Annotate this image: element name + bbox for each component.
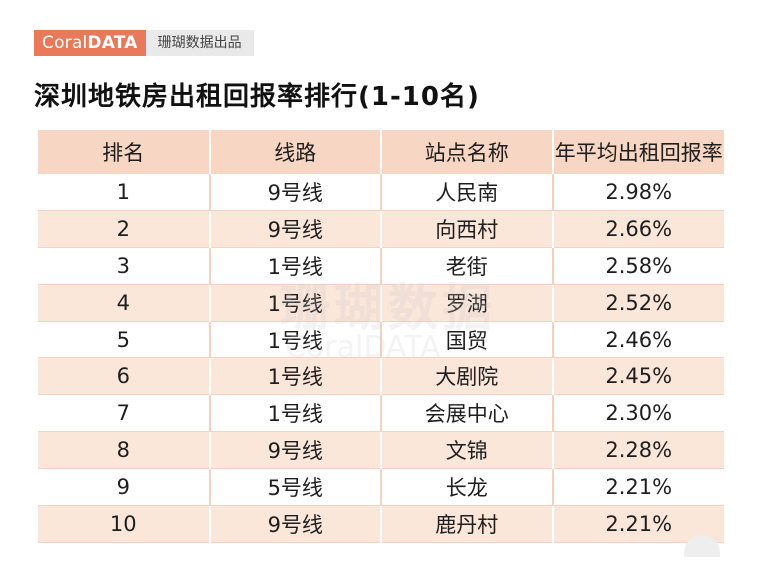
header-station: 站点名称 (381, 130, 554, 174)
line-cell: 9号线 (209, 210, 382, 248)
logo-text-light: Coral (42, 33, 88, 53)
rank-cell: 2 (38, 210, 211, 248)
line-cell: 1号线 (209, 357, 382, 395)
header-line: 线路 (209, 130, 382, 174)
line-cell: 9号线 (209, 174, 382, 211)
table-row: 4 1号线 罗湖 2.52% (38, 284, 724, 322)
station-cell: 向西村 (381, 210, 554, 248)
yield-cell: 2.30% (605, 401, 673, 426)
table-row: 7 1号线 会展中心 2.30% (38, 394, 724, 432)
yield-cell: 2.52% (605, 290, 673, 315)
table-body: 1 9号线 人民南 2.98% 2 9号线 向西村 2.66% 3 1号线 老街 2.58% 4 1号线罗… (38, 174, 724, 543)
table-row: 5 1号线 国贸 2.46% (38, 321, 724, 358)
logo-text-bold: DATA (87, 33, 138, 53)
page-title: 深圳地铁房出租回报率排行(1-10名) (34, 82, 480, 112)
table-row: 6 1号线 大剧院 2.45% (38, 357, 724, 395)
yield-cell: 2.66% (605, 216, 673, 241)
rank-cell: 3 (38, 247, 211, 285)
line-cell: 9号线 (209, 505, 382, 543)
corner-badge-icon (684, 535, 720, 557)
station-cell: 人民南 (381, 174, 554, 211)
table-row: 9 5号线 长龙 2.21% (38, 468, 724, 506)
line-cell: 1号线 (209, 321, 382, 358)
brand-badge: CoralDATA 珊瑚数据出品 (34, 30, 254, 56)
table-row: 10 9号线 鹿丹村 2.21% (38, 505, 724, 543)
table-row: 3 1号线 老街 2.58% (38, 247, 724, 285)
header-yield: 年平均出租回报率 (554, 141, 723, 165)
brand-subtitle: 珊瑚数据出品 (145, 30, 254, 56)
rank-cell: 8 (38, 431, 211, 469)
yield-cell: 2.98% (605, 179, 673, 204)
rank-cell: 6 (38, 357, 211, 395)
yield-cell: 2.46% (605, 327, 673, 352)
rank-cell: 9 (38, 468, 211, 506)
yield-cell: 2.58% (605, 253, 673, 278)
line-cell: 1号线 (209, 394, 382, 432)
line-cell: 9号线 (209, 431, 382, 469)
station-cell: 老街 (381, 247, 554, 285)
line-cell: 1号线 (209, 247, 382, 285)
ranking-table: 排名 线路 站点名称 年平均出租回报率 1 9号线 人民南 2.98% 2 9号线 向西村 2… (38, 130, 724, 543)
table-header-row: 排名 线路 站点名称 年平均出租回报率 (38, 130, 724, 174)
table-row: 2 9号线 向西村 2.66% (38, 210, 724, 248)
line-cell: 1号线 (209, 284, 382, 322)
yield-cell: 2.21% (605, 511, 673, 536)
rank-cell: 1 (38, 174, 211, 211)
table-row: 1 9号线 人民南 2.98% (38, 174, 724, 211)
yield-cell: 2.21% (605, 475, 673, 500)
station-cell: 罗湖 (381, 284, 554, 322)
station-cell: 会展中心 (381, 394, 554, 432)
rank-cell: 4 (38, 284, 211, 322)
header-rank: 排名 (38, 130, 211, 174)
yield-cell: 2.28% (605, 438, 673, 463)
yield-cell: 2.45% (605, 364, 673, 389)
station-cell: 长龙 (381, 468, 554, 506)
station-cell: 国贸 (381, 321, 554, 358)
rank-cell: 7 (38, 394, 211, 432)
line-cell: 5号线 (209, 468, 382, 506)
table-row: 8 9号线 文锦 2.28% (38, 431, 724, 469)
rank-cell: 5 (38, 321, 211, 358)
station-cell: 大剧院 (381, 357, 554, 395)
ranking-table-container: 排名 线路 站点名称 年平均出租回报率 1 9号线 人民南 2.98% 2 9号线 向西村 2… (38, 130, 724, 543)
station-cell: 鹿丹村 (381, 505, 554, 543)
coral-data-logo: CoralDATA (34, 30, 146, 56)
rank-cell: 10 (38, 505, 211, 543)
station-cell: 文锦 (381, 431, 554, 469)
